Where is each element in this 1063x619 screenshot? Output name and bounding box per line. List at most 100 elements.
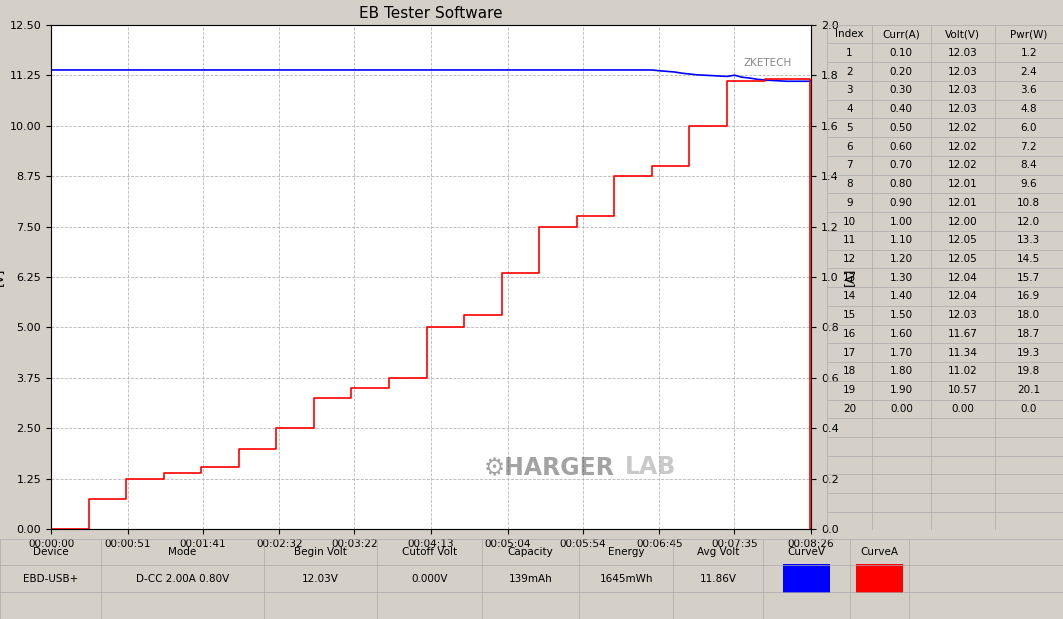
Text: 11.67: 11.67	[948, 329, 978, 339]
Text: 0.10: 0.10	[890, 48, 913, 58]
Text: 14: 14	[843, 292, 856, 301]
Text: 0.80: 0.80	[890, 179, 913, 189]
Text: 9.6: 9.6	[1020, 179, 1037, 189]
Text: 12.02: 12.02	[948, 142, 978, 152]
Text: 3: 3	[846, 85, 853, 95]
Text: 7: 7	[846, 160, 853, 170]
Text: 12.01: 12.01	[948, 179, 978, 189]
Text: 0.40: 0.40	[890, 104, 913, 114]
Y-axis label: [V]: [V]	[0, 268, 5, 286]
Text: 13: 13	[843, 273, 856, 283]
Text: 12.03: 12.03	[948, 85, 978, 95]
Text: Volt(V): Volt(V)	[945, 29, 980, 39]
Text: 11.02: 11.02	[948, 366, 978, 376]
Text: 15.7: 15.7	[1017, 273, 1041, 283]
Text: Device: Device	[33, 547, 68, 557]
Bar	[857, 565, 904, 593]
Text: 139mAh: 139mAh	[508, 574, 553, 584]
Text: 18.0: 18.0	[1017, 310, 1041, 320]
Title: EB Tester Software: EB Tester Software	[359, 6, 503, 21]
Text: 12.0: 12.0	[1017, 217, 1041, 227]
Text: 8: 8	[846, 179, 853, 189]
Text: 16.9: 16.9	[1017, 292, 1041, 301]
Text: 1.70: 1.70	[890, 348, 913, 358]
Text: 12.05: 12.05	[948, 254, 978, 264]
Text: 12.01: 12.01	[948, 198, 978, 208]
Text: 12.04: 12.04	[948, 273, 978, 283]
Text: 11: 11	[843, 235, 856, 245]
Text: Begin Volt: Begin Volt	[294, 547, 347, 557]
Text: 12.00: 12.00	[948, 217, 978, 227]
Text: 5: 5	[846, 123, 853, 133]
Text: 20.1: 20.1	[1017, 385, 1041, 395]
Text: 4: 4	[846, 104, 853, 114]
Text: 8.4: 8.4	[1020, 160, 1037, 170]
Text: 1.90: 1.90	[890, 385, 913, 395]
Text: 10.8: 10.8	[1017, 198, 1041, 208]
Bar	[783, 565, 830, 593]
Text: 11.86V: 11.86V	[699, 574, 737, 584]
Text: 1.00: 1.00	[890, 217, 913, 227]
Text: 10: 10	[843, 217, 856, 227]
Text: 6.0: 6.0	[1020, 123, 1037, 133]
Text: Cutoff Volt: Cutoff Volt	[402, 547, 457, 557]
Text: 0.00: 0.00	[951, 404, 974, 414]
Text: Pwr(W): Pwr(W)	[1010, 29, 1047, 39]
Text: 1.30: 1.30	[890, 273, 913, 283]
Text: Curr(A): Curr(A)	[882, 29, 921, 39]
Text: 0.60: 0.60	[890, 142, 913, 152]
Text: 19.3: 19.3	[1017, 348, 1041, 358]
Text: 12.03V: 12.03V	[302, 574, 339, 584]
Text: 7.2: 7.2	[1020, 142, 1037, 152]
Text: 19: 19	[843, 385, 856, 395]
Text: 6: 6	[846, 142, 853, 152]
Text: 16: 16	[843, 329, 856, 339]
Text: 12.03: 12.03	[948, 104, 978, 114]
Text: 1.10: 1.10	[890, 235, 913, 245]
Text: 3.6: 3.6	[1020, 85, 1037, 95]
Text: 0.50: 0.50	[890, 123, 913, 133]
Text: ⚙HARGER: ⚙HARGER	[485, 455, 615, 479]
Text: 12.04: 12.04	[948, 292, 978, 301]
Text: 0.70: 0.70	[890, 160, 913, 170]
Text: D-CC 2.00A 0.80V: D-CC 2.00A 0.80V	[136, 574, 229, 584]
Y-axis label: [A]: [A]	[843, 268, 856, 286]
Text: 12.02: 12.02	[948, 123, 978, 133]
Text: Capacity: Capacity	[507, 547, 554, 557]
Text: 20: 20	[843, 404, 856, 414]
Text: 9: 9	[846, 198, 853, 208]
Text: 17: 17	[843, 348, 856, 358]
Text: 15: 15	[843, 310, 856, 320]
Text: Energy: Energy	[608, 547, 644, 557]
Text: 0.90: 0.90	[890, 198, 913, 208]
Text: 12: 12	[843, 254, 856, 264]
Text: CurveV: CurveV	[788, 547, 826, 557]
Text: Mode: Mode	[168, 547, 197, 557]
Text: 0.00: 0.00	[890, 404, 913, 414]
Text: 1.80: 1.80	[890, 366, 913, 376]
Text: 2: 2	[846, 67, 853, 77]
Text: Index: Index	[836, 29, 864, 39]
Text: 0.30: 0.30	[890, 85, 913, 95]
Text: 1.40: 1.40	[890, 292, 913, 301]
Text: 1.60: 1.60	[890, 329, 913, 339]
Text: Avg Volt: Avg Volt	[697, 547, 739, 557]
Text: 13.3: 13.3	[1017, 235, 1041, 245]
Text: 12.05: 12.05	[948, 235, 978, 245]
Text: 0.0: 0.0	[1020, 404, 1037, 414]
Text: EBD-USB+: EBD-USB+	[23, 574, 78, 584]
Text: 18.7: 18.7	[1017, 329, 1041, 339]
Text: 1.20: 1.20	[890, 254, 913, 264]
Text: 12.03: 12.03	[948, 67, 978, 77]
Text: 1645mWh: 1645mWh	[600, 574, 653, 584]
Text: 14.5: 14.5	[1017, 254, 1041, 264]
Text: ZKETECH: ZKETECH	[744, 58, 792, 67]
Text: 12.03: 12.03	[948, 48, 978, 58]
Text: 1: 1	[846, 48, 853, 58]
Text: 0.20: 0.20	[890, 67, 913, 77]
Text: CurveA: CurveA	[861, 547, 898, 557]
Text: 11.34: 11.34	[948, 348, 978, 358]
Text: 1.50: 1.50	[890, 310, 913, 320]
Text: LAB: LAB	[625, 455, 676, 479]
Text: 10.57: 10.57	[948, 385, 978, 395]
